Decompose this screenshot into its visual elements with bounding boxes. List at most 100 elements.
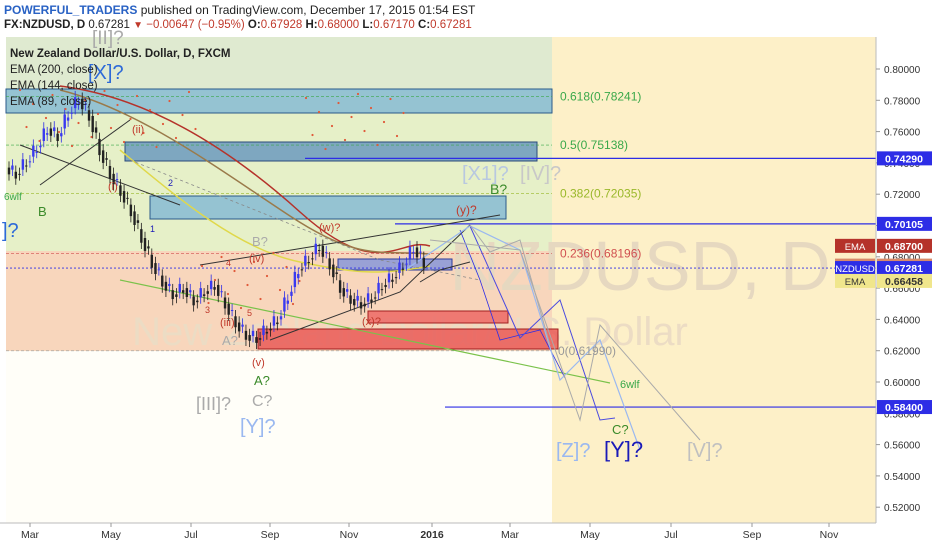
candle-body <box>217 284 220 296</box>
swing-marker <box>83 98 87 102</box>
candle-body <box>265 331 269 334</box>
swing-marker <box>18 88 22 92</box>
candle-body <box>419 251 422 253</box>
projection-black-small <box>419 261 471 283</box>
candle-body <box>300 269 304 271</box>
candle-body <box>199 288 202 298</box>
published-info: published on TradingView.com, December 1… <box>140 3 476 17</box>
candle-body <box>140 229 143 243</box>
projection-zone <box>552 37 876 523</box>
candle-body <box>73 97 77 109</box>
candle-body <box>290 291 293 296</box>
candle-body <box>150 254 153 268</box>
ema144-legend[interactable]: EMA (144, close) <box>10 80 98 92</box>
candle-body <box>129 204 133 217</box>
fib-label: 0.236(0.68196) <box>560 247 641 261</box>
projection-zigzag-navy <box>469 225 616 421</box>
time-axis <box>0 523 932 550</box>
candle-body <box>373 297 377 299</box>
projection-blue-dark <box>459 229 566 379</box>
swing-marker <box>194 127 197 131</box>
chart-legend: New Zealand Dollar/U.S. Dollar, D, FXCM … <box>10 46 230 110</box>
candle-body <box>157 269 161 271</box>
swing-marker <box>389 97 392 101</box>
candle-body <box>77 103 80 105</box>
candle-body <box>345 289 349 292</box>
swing-marker <box>142 131 145 135</box>
swing-marker <box>70 144 74 148</box>
swing-marker <box>324 147 327 151</box>
price-tick-label: 0.64000 <box>884 315 921 326</box>
wave-label: [Y]? <box>240 416 276 438</box>
candle-body <box>60 133 63 137</box>
candle-body <box>304 255 307 266</box>
ema200-legend[interactable]: EMA (200, close) <box>10 64 98 76</box>
candle-body <box>175 294 178 297</box>
ema144-line <box>59 89 431 255</box>
price-tick-label: 0.78000 <box>884 96 921 107</box>
swing-marker <box>109 126 113 130</box>
candle-body <box>321 245 325 257</box>
candle-body <box>366 293 370 302</box>
watermark-symbol: NZDUSD, D <box>449 227 830 305</box>
axis-corner <box>876 523 932 550</box>
swing-marker <box>304 96 308 100</box>
ema89-legend[interactable]: EMA (89, close) <box>10 96 92 108</box>
candle-body <box>21 159 25 170</box>
close-value: 0.67281 <box>430 19 472 31</box>
swing-marker <box>135 94 139 98</box>
wave-label: A? <box>254 373 270 388</box>
candle-body <box>105 158 108 160</box>
wave-label: C? <box>252 393 273 410</box>
candle-body <box>412 252 415 254</box>
time-tick-label: May <box>580 529 601 541</box>
fib-label: 0(0.61990) <box>558 344 616 358</box>
time-tick-label: Nov <box>340 529 359 541</box>
time-tick-label: Sep <box>743 529 762 541</box>
candle-body <box>405 263 408 265</box>
candle-body <box>154 263 157 275</box>
candle-body <box>98 138 101 156</box>
candle-body <box>227 303 230 315</box>
wave-label: B? <box>252 234 268 249</box>
candle-body <box>370 299 373 303</box>
time-tick-label: Jul <box>184 529 197 541</box>
wave-label: 2 <box>168 178 173 188</box>
swing-marker <box>337 101 340 105</box>
swing-marker <box>116 103 119 107</box>
candle-body <box>164 281 168 291</box>
candle-body <box>14 171 17 179</box>
candle-body <box>220 291 223 293</box>
candle-body <box>206 291 209 294</box>
wave-label: (iv) <box>249 253 264 265</box>
ema89-line <box>119 149 431 273</box>
swing-marker <box>51 93 54 97</box>
swing-marker <box>395 134 399 138</box>
publisher-name[interactable]: POWERFUL_TRADERS <box>4 3 138 17</box>
swing-marker <box>90 135 93 139</box>
price-tag-label: 0.68700 <box>885 241 923 253</box>
swing-marker <box>148 108 152 112</box>
instrument-title: New Zealand Dollar/U.S. Dollar, D, FXCM <box>10 48 231 60</box>
candle-body <box>401 268 405 270</box>
price-tag-label: 0.58400 <box>885 402 923 414</box>
candle-body <box>63 114 66 129</box>
candle-body <box>251 330 255 337</box>
swing-marker <box>356 92 360 96</box>
candle-body <box>422 257 425 268</box>
time-tick-label: 2016 <box>420 529 444 541</box>
swing-marker <box>181 113 184 117</box>
candle-body <box>317 250 321 252</box>
swing-marker <box>38 139 41 143</box>
swing-marker <box>369 106 373 110</box>
swing-marker <box>330 124 334 128</box>
channel-lower <box>269 224 471 341</box>
candle-body <box>171 290 174 300</box>
swing-marker <box>233 269 236 273</box>
close-label: C: <box>418 19 431 31</box>
ohlc-header: FX:NZDUSD, D 0.67281 ▼ −0.00647 (−0.95%)… <box>4 19 472 31</box>
candle-body <box>115 179 119 181</box>
swing-marker <box>31 102 35 106</box>
swing-marker <box>57 130 61 134</box>
